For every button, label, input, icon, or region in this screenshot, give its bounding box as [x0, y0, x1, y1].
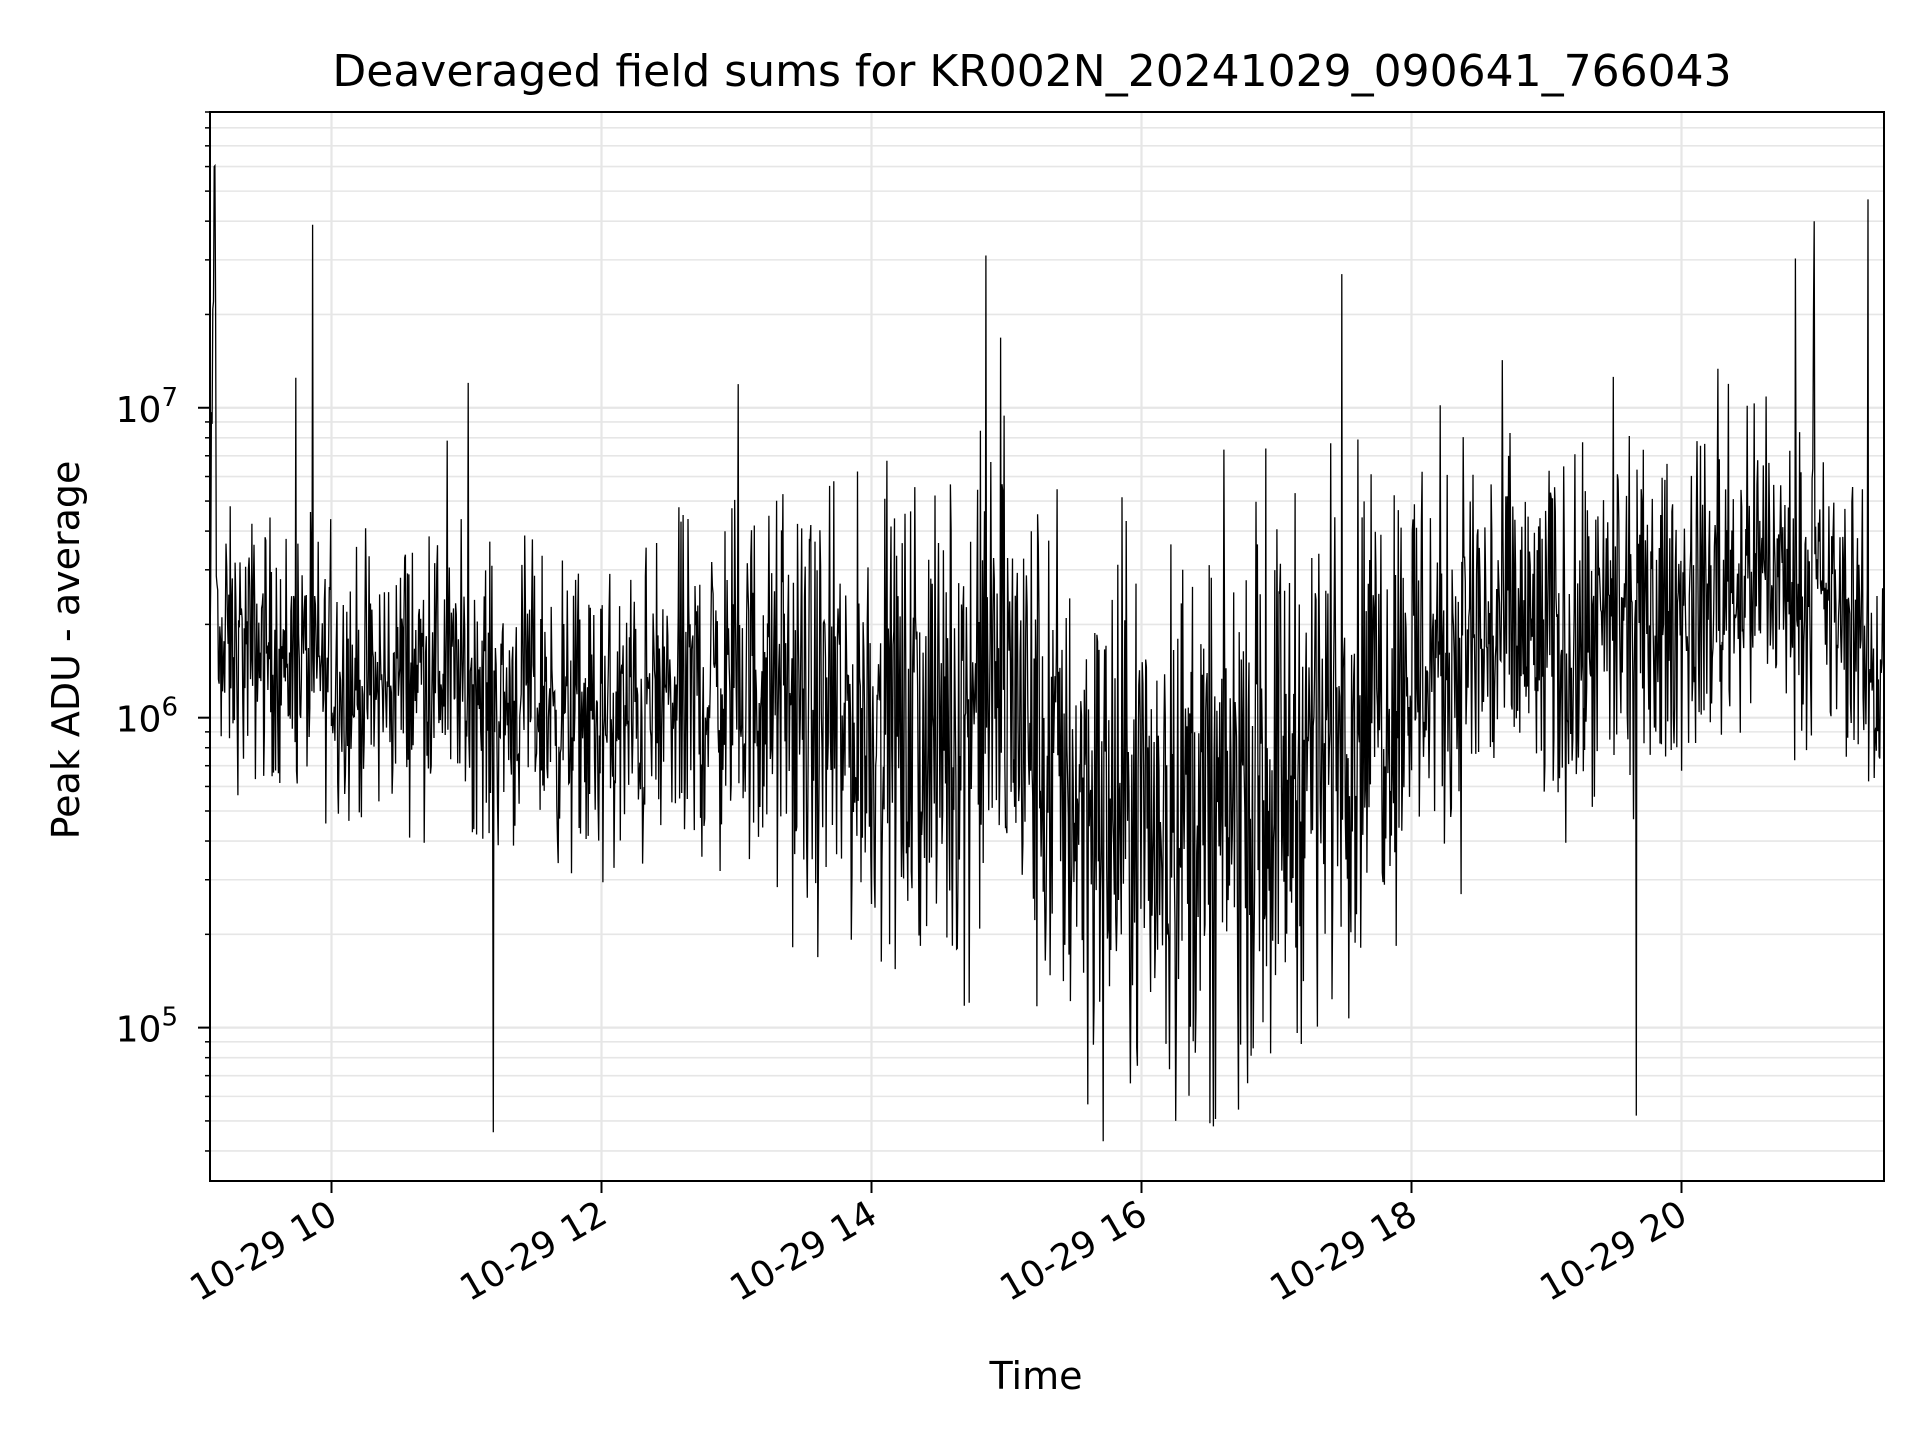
series-line [209, 163, 1885, 1142]
y-axis-label: Peak ADU - average [44, 461, 88, 840]
y-tick-label: 107 [116, 383, 178, 431]
series-group [209, 163, 1885, 1142]
x-axis-label: Time [989, 1354, 1083, 1398]
y-tick-label: 105 [116, 1003, 178, 1051]
y-tick-label: 106 [116, 693, 178, 741]
plot-frame [209, 111, 1885, 1182]
chart-title: Deaveraged field sums for KR002N_2024102… [332, 46, 1731, 97]
